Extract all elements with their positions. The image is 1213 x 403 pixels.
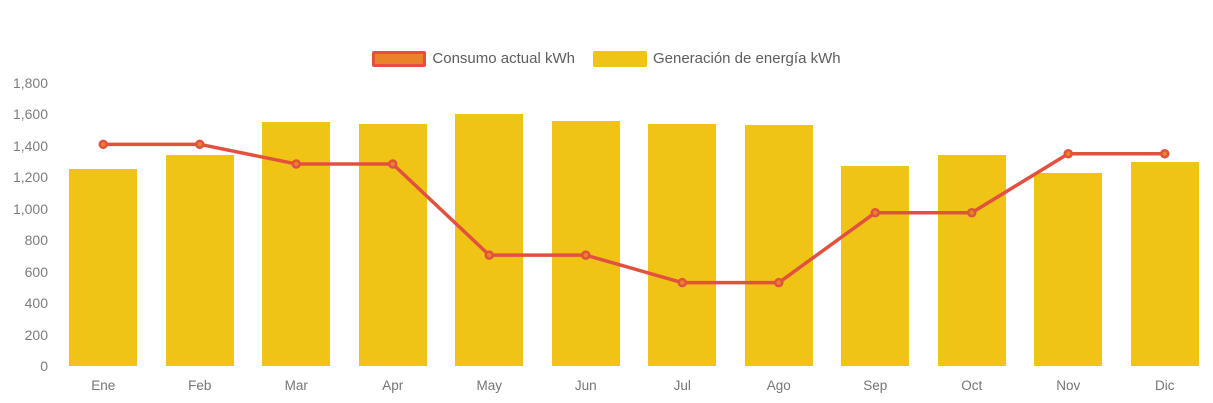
x-tick-label-apr: Apr — [382, 378, 404, 393]
y-tick-label: 800 — [24, 232, 48, 249]
bar-series-swatch-icon — [592, 51, 647, 67]
line-series-swatch-icon — [372, 51, 427, 67]
x-tick-label-nov: Nov — [1056, 378, 1081, 393]
x-tick-label-dic: Dic — [1155, 378, 1175, 393]
legend-item-generacion[interactable]: Generación de energía kWh — [592, 50, 841, 67]
y-tick-label: 400 — [24, 295, 48, 312]
bar-nov — [1034, 173, 1103, 366]
legend-label-generacion: Generación de energía kWh — [652, 50, 841, 67]
y-tick-label: 200 — [24, 326, 48, 343]
bar-may — [455, 113, 524, 366]
y-tick-label: 0 — [40, 358, 48, 374]
y-tick-label: 600 — [24, 263, 48, 280]
x-tick-label-feb: Feb — [188, 378, 212, 393]
y-tick-label: 1,400 — [12, 137, 48, 154]
bar-mar — [262, 121, 331, 366]
x-tick-label-jul: Jul — [673, 378, 691, 393]
bar-dic — [1130, 162, 1199, 366]
x-tick-label-ene: Ene — [91, 378, 116, 393]
line-point-feb — [195, 139, 205, 150]
bar-apr — [358, 123, 427, 366]
x-tick-label-mar: Mar — [284, 378, 308, 393]
line-point-ene — [98, 139, 108, 150]
x-tick-label-ago: Ago — [766, 378, 791, 393]
line-point-dic — [1160, 149, 1170, 159]
legend-item-consumo[interactable]: Consumo actual kWh — [372, 51, 575, 67]
bar-jul — [648, 123, 717, 366]
bar-sep — [841, 165, 910, 366]
chart-legend: Consumo actual kWh Generación de energía… — [0, 51, 1213, 67]
bar-jun — [551, 120, 620, 366]
x-tick-label-may: May — [476, 378, 502, 393]
x-tick-label-jun: Jun — [574, 378, 597, 393]
legend-label-consumo: Consumo actual kWh — [432, 50, 575, 67]
bar-oct — [937, 155, 1006, 366]
x-tick-label-oct: Oct — [961, 378, 983, 393]
y-tick-label: 1,600 — [12, 106, 48, 123]
line-point-nov — [1063, 149, 1073, 159]
y-tick-label: 1,800 — [12, 75, 48, 91]
y-tick-label: 1,000 — [12, 200, 48, 217]
x-tick-label-sep: Sep — [863, 378, 888, 393]
bar-ago — [744, 124, 813, 366]
bar-feb — [165, 155, 234, 366]
y-tick-label: 1,200 — [12, 169, 48, 186]
bar-ene — [69, 168, 138, 366]
